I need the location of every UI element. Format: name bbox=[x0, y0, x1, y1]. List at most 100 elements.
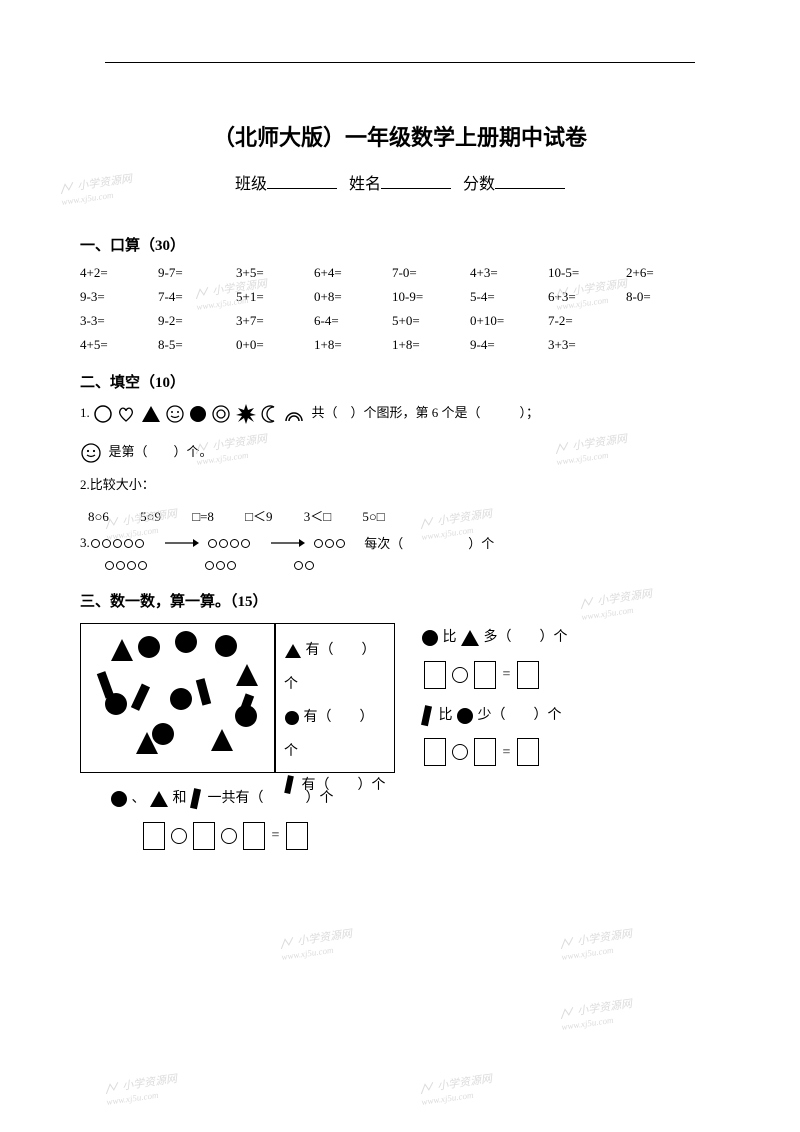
arrow-right-icon bbox=[271, 537, 305, 549]
small-circle-icon bbox=[227, 561, 236, 570]
arith-cell: 5+1= bbox=[236, 289, 314, 305]
small-circle-icon bbox=[135, 539, 144, 548]
arith-cell: 10-9= bbox=[392, 289, 470, 305]
arith-cell: 8-5= bbox=[158, 337, 236, 353]
blank-box[interactable] bbox=[474, 661, 496, 689]
watermark: 小学资源网www.xj5u.com bbox=[278, 925, 354, 963]
circle-outline-icon bbox=[93, 404, 113, 424]
op-circle[interactable] bbox=[452, 744, 468, 760]
total-equation: = bbox=[140, 822, 720, 850]
blank-box[interactable] bbox=[474, 738, 496, 766]
arith-row: 9-3=7-4=5+1=0+8=10-9=5-4=6+3=8-0= bbox=[80, 289, 720, 305]
blank-box[interactable] bbox=[424, 738, 446, 766]
arrow-right-icon bbox=[165, 537, 199, 549]
score-label: 分数 bbox=[463, 176, 495, 193]
blank-box[interactable] bbox=[243, 822, 265, 850]
op-circle[interactable] bbox=[221, 828, 237, 844]
blank-box[interactable] bbox=[517, 738, 539, 766]
arith-cell: 3+3= bbox=[548, 337, 626, 353]
arith-cell: 7-4= bbox=[158, 289, 236, 305]
arith-cell: 6+3= bbox=[548, 289, 626, 305]
arith-cell: 0+10= bbox=[470, 313, 548, 329]
small-circle-icon bbox=[305, 561, 314, 570]
circle-solid-icon bbox=[456, 707, 474, 725]
arith-cell: 4+2= bbox=[80, 265, 158, 281]
q2-1-prefix: 1. bbox=[80, 405, 90, 420]
q2-1-shapes: 1. 共（ ）个图形，第 6 个是（ ）； bbox=[80, 402, 720, 425]
sun-icon bbox=[235, 403, 257, 425]
arith-cell bbox=[626, 337, 704, 353]
circle-solid-icon bbox=[421, 629, 439, 647]
op-circle[interactable] bbox=[171, 828, 187, 844]
arith-row: 3-3=9-2=3+7=6-4=5+0=0+10=7-2= bbox=[80, 313, 720, 329]
arith-cell bbox=[626, 313, 704, 329]
arith-cell: 0+8= bbox=[314, 289, 392, 305]
arith-cell: 7-0= bbox=[392, 265, 470, 281]
arith-cell: 6-4= bbox=[314, 313, 392, 329]
blank-box[interactable] bbox=[193, 822, 215, 850]
score-blank[interactable] bbox=[495, 173, 565, 189]
arith-cell: 6+4= bbox=[314, 265, 392, 281]
triangle-solid-icon bbox=[140, 404, 162, 424]
blank-box[interactable] bbox=[424, 661, 446, 689]
arith-cell: 3-3= bbox=[80, 313, 158, 329]
q2-2-items: 8○6 5○9 □=8 □＜9 3＜□ 5○□ bbox=[88, 506, 720, 525]
small-circle-icon bbox=[294, 561, 303, 570]
arith-cell: 10-5= bbox=[548, 265, 626, 281]
small-circle-icon bbox=[230, 539, 239, 548]
small-circle-icon bbox=[219, 539, 228, 548]
name-blank[interactable] bbox=[381, 173, 451, 189]
small-circle-icon bbox=[336, 539, 345, 548]
op-circle[interactable] bbox=[452, 667, 468, 683]
bar-solid-icon bbox=[190, 788, 204, 810]
arith-cell: 1+8= bbox=[314, 337, 392, 353]
heart-icon bbox=[116, 404, 136, 424]
arith-cell: 8-0= bbox=[626, 289, 704, 305]
blank-box[interactable] bbox=[143, 822, 165, 850]
class-label: 班级 bbox=[235, 176, 267, 193]
section1-heading: 一、口算（30） bbox=[80, 234, 720, 255]
arith-cell: 9-7= bbox=[158, 265, 236, 281]
smiley-icon bbox=[80, 442, 102, 464]
q2-3-row2 bbox=[104, 556, 720, 572]
small-circle-icon bbox=[216, 561, 225, 570]
arith-cell: 2+6= bbox=[626, 265, 704, 281]
watermark: 小学资源网www.xj5u.com bbox=[558, 925, 634, 963]
smiley-icon bbox=[165, 404, 185, 424]
arith-row: 4+5=8-5=0+0=1+8=1+8=9-4=3+3= bbox=[80, 337, 720, 353]
watermark: 小学资源网www.xj5u.com bbox=[418, 1070, 494, 1108]
student-info-line: 班级 姓名 分数 bbox=[80, 170, 720, 194]
total-line: 、 和 一共有（ ）个 bbox=[110, 787, 720, 810]
small-circle-icon bbox=[138, 561, 147, 570]
arithmetic-grid: 4+2=9-7=3+5=6+4=7-0=4+3=10-5=2+6=9-3=7-4… bbox=[80, 265, 720, 353]
moon-icon bbox=[260, 404, 280, 424]
arith-cell: 0+0= bbox=[236, 337, 314, 353]
arith-cell: 1+8= bbox=[392, 337, 470, 353]
watermark: 小学资源网www.xj5u.com bbox=[103, 1070, 179, 1108]
arith-cell: 3+5= bbox=[236, 265, 314, 281]
q2-1-tail: 共（ ）个图形，第 6 个是（ ）； bbox=[312, 405, 540, 420]
arith-cell: 9-4= bbox=[470, 337, 548, 353]
small-circle-icon bbox=[113, 539, 122, 548]
small-circle-icon bbox=[105, 561, 114, 570]
section3-body: 有（ ）个 有（ ）个 有（ ）个 比 多（ ）个 = 比 少（ ）个 = 、 … bbox=[80, 623, 720, 850]
arith-cell: 7-2= bbox=[548, 313, 626, 329]
arith-cell: 5-4= bbox=[470, 289, 548, 305]
arith-cell: 3+7= bbox=[236, 313, 314, 329]
page-top-rule bbox=[105, 62, 695, 63]
watermark: 小学资源网www.xj5u.com bbox=[558, 995, 634, 1033]
triangle-solid-icon bbox=[460, 629, 480, 647]
triangle-solid-icon bbox=[149, 790, 169, 808]
blank-box[interactable] bbox=[286, 822, 308, 850]
name-label: 姓名 bbox=[349, 176, 381, 193]
double-circle-icon bbox=[211, 404, 231, 424]
circle-solid-icon bbox=[110, 790, 128, 808]
small-circle-icon bbox=[124, 539, 133, 548]
small-circle-icon bbox=[325, 539, 334, 548]
arch-icon bbox=[283, 404, 305, 424]
class-blank[interactable] bbox=[267, 173, 337, 189]
arith-cell: 5+0= bbox=[392, 313, 470, 329]
shapes-box bbox=[80, 623, 275, 773]
section3-heading: 三、数一数，算一算。（15） bbox=[80, 590, 720, 611]
blank-box[interactable] bbox=[517, 661, 539, 689]
